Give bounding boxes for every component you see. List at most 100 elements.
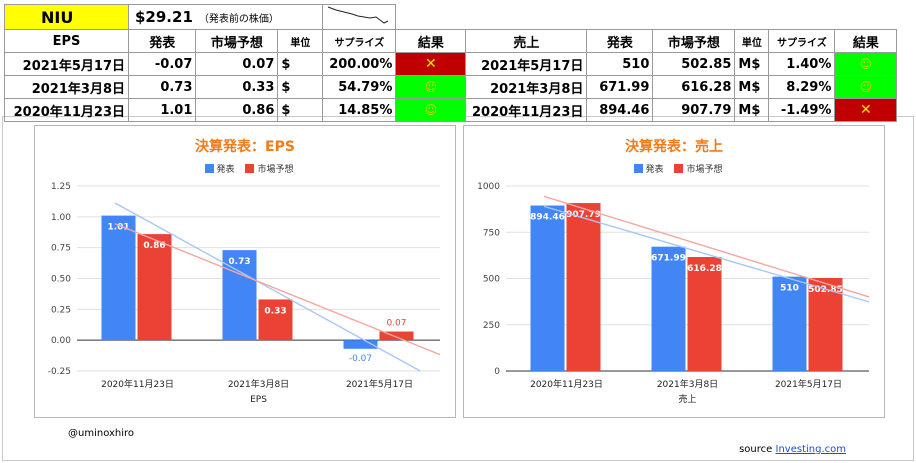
data-label: 510 (780, 284, 799, 294)
y-tick-label: 0.25 (51, 305, 71, 315)
eps-actual: 1.01 (127, 98, 197, 122)
legend-label-actual: 発表 (216, 165, 235, 175)
price-note: （発表前の株価） (195, 4, 324, 30)
source-label: source (739, 444, 773, 455)
eps-result: ☺ (395, 98, 467, 122)
col-sales-surprise: サプライズ (768, 29, 836, 53)
eps-forecast: 0.07 (195, 52, 279, 76)
y-tick-label: 0.75 (51, 244, 71, 254)
trendline-forecast (543, 195, 870, 298)
sparkline (328, 6, 389, 24)
x-tick-label: 2020年11月23日 (530, 378, 603, 390)
eps-date: 2020年11月23日 (4, 98, 129, 122)
source-credit: source Investing.com (739, 444, 846, 455)
eps-chart-title: 決算発表：EPS (195, 139, 295, 155)
col-eps-surprise: サプライズ (322, 29, 397, 53)
x-axis-label: EPS (250, 395, 267, 405)
data-label: 907.79 (566, 210, 601, 220)
sales-forecast: 907.79 (652, 98, 736, 122)
bar-actual (651, 246, 686, 371)
table-row: 2021年3月8日 0.73 0.33 $54.79% ☺ 2021年3月8日 671.99… (4, 75, 898, 99)
eps-date: 2021年3月8日 (4, 75, 129, 99)
data-label: 1.01 (107, 223, 129, 233)
x-tick-label: 2021年5月17日 (346, 378, 413, 390)
x-tick-label: 2021年5月17日 (775, 378, 842, 390)
sales-unit: M$ (734, 75, 770, 99)
bar-forecast (808, 277, 843, 371)
x-tick-label: 2021年3月8日 (228, 378, 289, 390)
y-tick-label: 500 (483, 275, 500, 285)
col-eps-actual: 発表 (127, 29, 197, 53)
bar-forecast (687, 256, 722, 371)
col-sales-unit: 単位 (734, 29, 770, 53)
sales-surprise: 8.29% (768, 75, 836, 99)
sales-actual: 510 (586, 52, 654, 76)
eps-surprise: 54.79% (322, 75, 397, 99)
ticker-cell: NIU (4, 4, 129, 30)
y-tick-label: 1.00 (51, 213, 71, 223)
sales-forecast: 502.85 (652, 52, 736, 76)
data-label: 894.46 (530, 213, 565, 223)
bar-actual (530, 205, 565, 371)
smiley-icon: ☺ (424, 102, 438, 117)
col-eps-unit: 単位 (277, 29, 324, 53)
sales-chart-legend: 発表 市場予想 (464, 162, 884, 175)
sales-actual: 671.99 (586, 75, 654, 99)
data-label: 0.86 (143, 241, 165, 251)
sales-date: 2021年5月17日 (465, 52, 588, 76)
sales-date: 2020年11月23日 (465, 98, 588, 122)
cross-icon: ✕ (425, 56, 437, 72)
header-empty (395, 4, 897, 30)
sales-date: 2021年3月8日 (465, 75, 588, 99)
sales-result: ☺ (834, 52, 898, 76)
sales-unit: M$ (734, 52, 770, 76)
y-tick-label: 1000 (477, 182, 500, 192)
data-label: 0.07 (386, 319, 406, 329)
earnings-table: NIU $29.21 （発表前の株価） EPS 発表 市場予想 単位 サプライズ… (4, 4, 898, 122)
col-eps: EPS (4, 29, 129, 53)
trendline-actual (114, 202, 421, 372)
legend-label-actual: 発表 (645, 165, 664, 175)
y-tick-label: -0.25 (48, 367, 71, 377)
trendline-forecast (114, 223, 441, 356)
eps-unit: $ (277, 75, 324, 99)
legend-swatch-forecast (245, 164, 255, 173)
sales-unit: M$ (734, 98, 770, 122)
legend-label-forecast: 市場予想 (686, 165, 723, 175)
eps-forecast: 0.33 (195, 75, 279, 99)
eps-result: ☺ (395, 75, 467, 99)
y-tick-label: 250 (483, 321, 500, 331)
table-row: 2020年11月23日 1.01 0.86 $14.85% ☺ 2020年11月23日 89… (4, 98, 898, 122)
x-tick-label: 2021年3月8日 (657, 378, 718, 390)
y-tick-label: 750 (483, 228, 500, 238)
smiley-icon: ☺ (859, 79, 873, 94)
legend-swatch-forecast (674, 164, 684, 173)
eps-actual: 0.73 (127, 75, 197, 99)
sales-actual: 894.46 (586, 98, 654, 122)
header-row: NIU $29.21 （発表前の株価） (4, 4, 897, 30)
eps-date: 2021年5月17日 (4, 52, 129, 76)
bar-actual (343, 340, 378, 349)
cross-icon: ✕ (860, 102, 872, 118)
eps-actual: -0.07 (127, 52, 197, 76)
smiley-icon: ☺ (424, 79, 438, 94)
col-sales-forecast: 市場予想 (652, 29, 736, 53)
bar-actual (772, 276, 807, 371)
legend-swatch-actual (633, 164, 643, 173)
bar-forecast (566, 203, 601, 371)
bar-forecast (137, 234, 172, 341)
sales-forecast: 616.28 (652, 75, 736, 99)
bar-actual (101, 215, 136, 341)
source-link[interactable]: Investing.com (775, 444, 847, 455)
col-sales: 売上 (465, 29, 588, 53)
col-sales-result: 結果 (834, 29, 898, 53)
col-sales-actual: 発表 (586, 29, 654, 53)
y-tick-label: 0 (494, 367, 500, 377)
table-row: 2021年5月17日 -0.07 0.07 $200.00% ✕ 2021年5月17日 51… (4, 52, 898, 76)
y-tick-label: 0.50 (51, 275, 71, 285)
eps-surprise: 14.85% (322, 98, 397, 122)
sales-result: ☺ (834, 75, 898, 99)
sales-chart-plot: 0 250 500 750 1000 2020年11月23日 894.46 907.79 202… (477, 182, 870, 405)
data-label: 502.85 (808, 285, 843, 295)
eps-chart: 決算発表：EPS 発表 市場予想 -0.25 0.00 0.25 0.50 0.75 1.… (34, 125, 456, 418)
